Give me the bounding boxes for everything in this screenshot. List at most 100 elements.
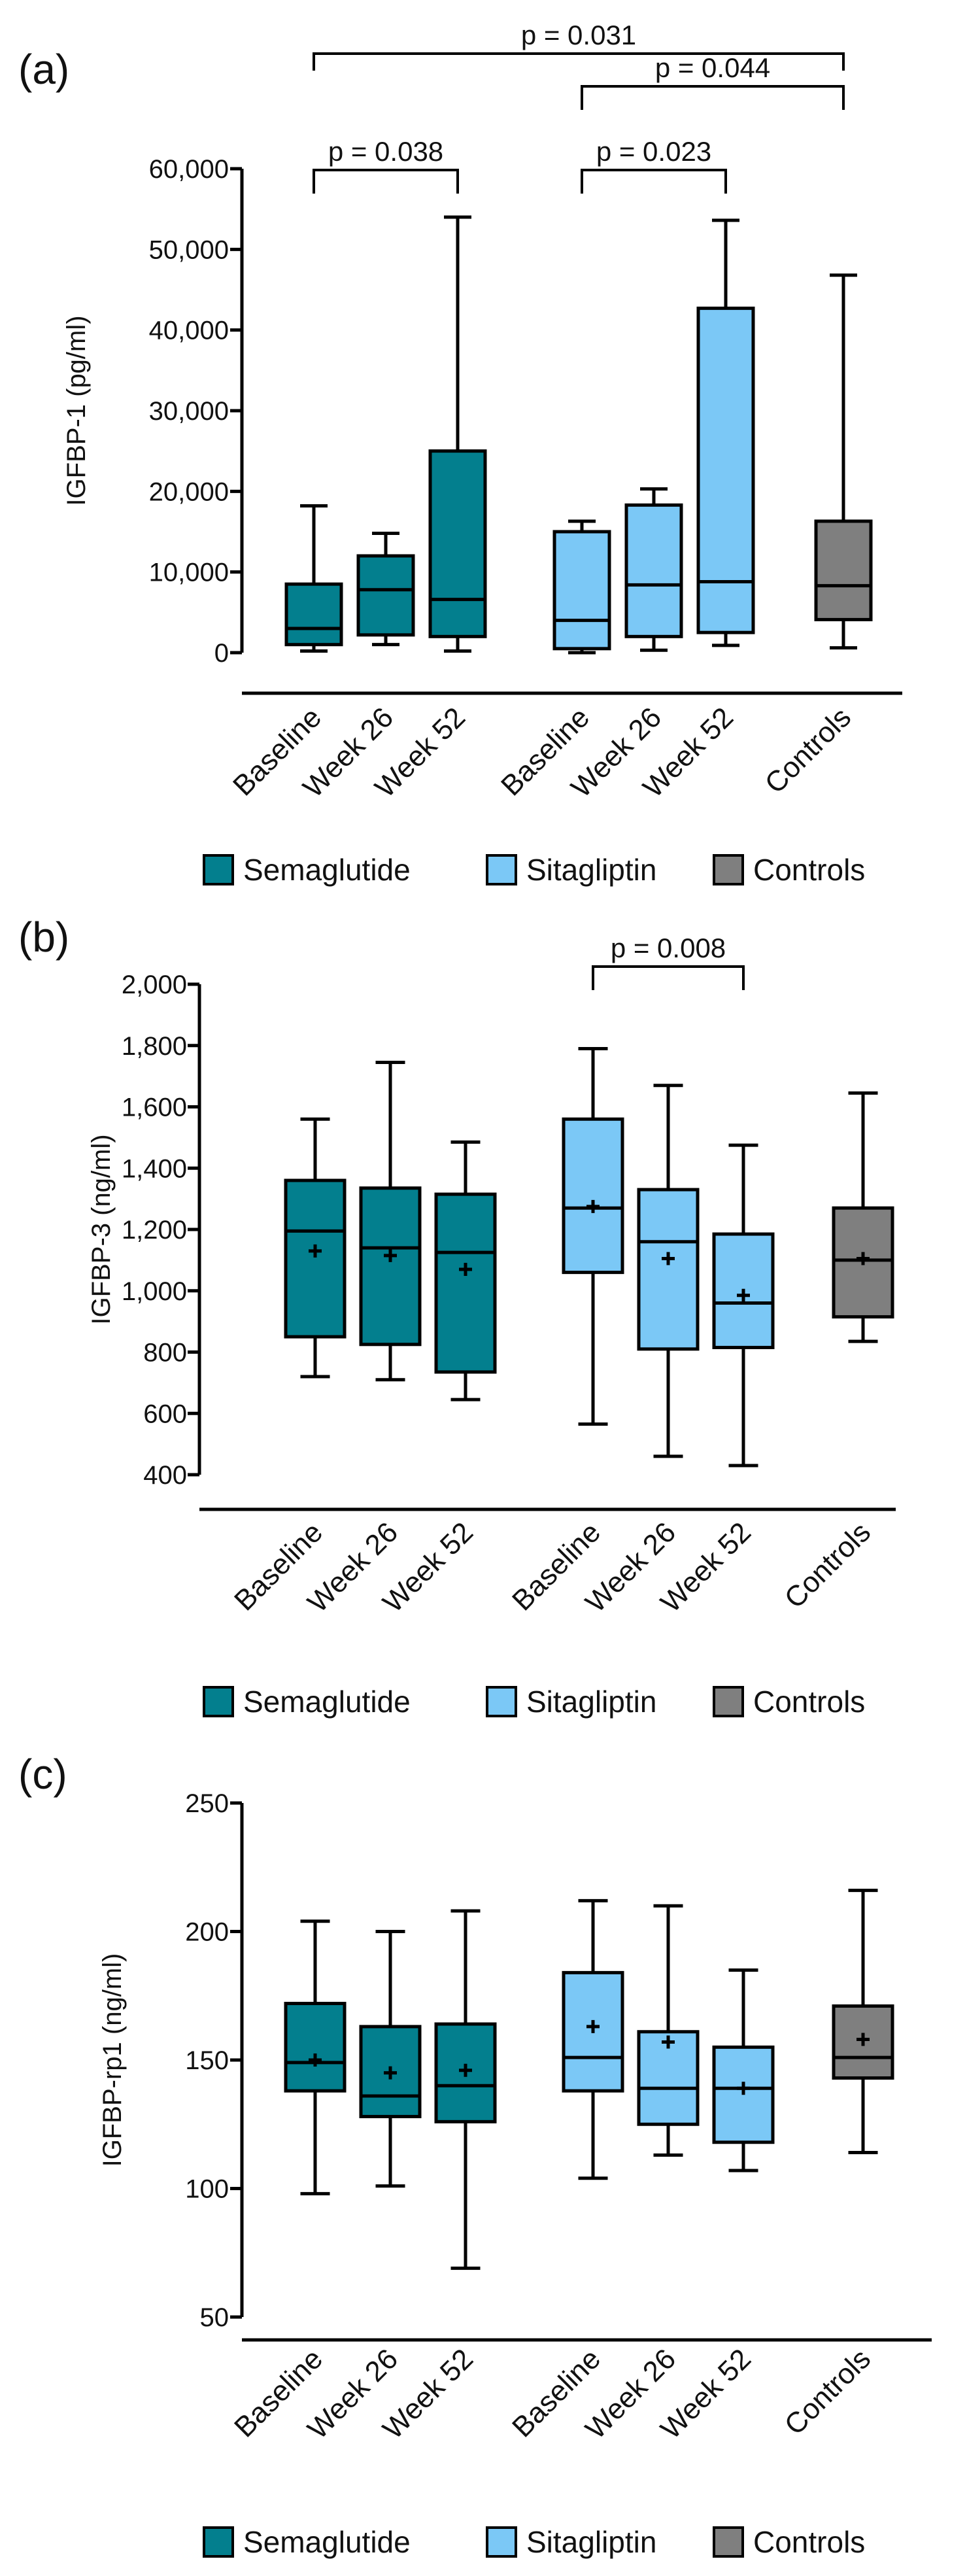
legend-swatch-sitagliptin: [486, 854, 517, 885]
mean-marker: [384, 2066, 397, 2080]
y-tick-label: 60,000: [149, 155, 229, 184]
bracket-line: [313, 52, 845, 71]
box-3: [434, 1140, 497, 1401]
y-tick-label: 600: [143, 1400, 187, 1428]
box-5: [637, 1084, 700, 1458]
box-1: [284, 1117, 347, 1379]
y-tick-label: 30,000: [149, 397, 229, 426]
box-3: [434, 1909, 497, 2270]
box-iqr: [832, 1206, 894, 1319]
box-iqr: [284, 1178, 347, 1339]
p-value-label: p = 0.038: [328, 136, 443, 167]
y-tick-label: 250: [185, 1789, 229, 1818]
box-2: [359, 1061, 422, 1382]
mean-marker: [459, 2063, 472, 2077]
box-iqr: [814, 519, 873, 621]
y-tick-label: 150: [185, 2046, 229, 2075]
legend-label-semaglutide: Semaglutide: [243, 1685, 411, 1719]
box-4: [552, 519, 611, 655]
mean-marker: [662, 2035, 675, 2049]
y-axis-label: IGFBP-1 (pg/ml): [62, 315, 91, 506]
legend-swatch-semaglutide: [203, 1686, 234, 1717]
panel-label: (c): [18, 1751, 67, 1798]
legend-swatch-controls: [713, 2526, 744, 2558]
x-category-label: Controls: [779, 1516, 877, 1615]
box-iqr: [284, 2002, 347, 2093]
y-tick-label: 100: [185, 2175, 229, 2204]
box-6: [712, 1143, 775, 1468]
box-iqr: [696, 306, 755, 634]
y-tick-label: 200: [185, 1918, 229, 1947]
mean-marker: [384, 1248, 397, 1262]
p-value-label: p = 0.023: [596, 136, 711, 167]
legend-swatch-semaglutide: [203, 2526, 234, 2558]
box-7: [832, 1091, 894, 1343]
box-5: [624, 487, 683, 652]
legend-swatch-controls: [713, 1686, 744, 1717]
y-tick-label: 10,000: [149, 558, 229, 587]
legend-label-sitagliptin: Sitagliptin: [526, 2525, 656, 2559]
bracket-line: [581, 85, 845, 110]
box-7: [832, 1889, 894, 2154]
comparison-bracket: p = 0.008: [592, 933, 745, 990]
box-1: [284, 504, 343, 653]
legend-swatch-sitagliptin: [486, 1686, 517, 1717]
legend: Semaglutide Sitagliptin Controls: [203, 2525, 865, 2559]
bracket-line: [581, 169, 727, 194]
box-2: [356, 531, 415, 647]
mean-marker: [857, 2033, 870, 2046]
y-tick-label: 2,000: [122, 970, 187, 999]
y-tick-label: 50,000: [149, 235, 229, 264]
y-tick-label: 50: [200, 2303, 229, 2332]
mean-marker: [309, 1244, 322, 1258]
y-tick-label: 40,000: [149, 317, 229, 345]
box-iqr: [356, 554, 415, 637]
comparison-bracket: p = 0.031: [313, 20, 845, 71]
mean-marker: [459, 1262, 472, 1276]
box-4: [562, 1046, 624, 1426]
y-tick-label: 1,800: [122, 1032, 187, 1061]
box-iqr: [624, 503, 683, 638]
box-6: [696, 218, 755, 647]
legend-label-controls: Controls: [753, 853, 865, 887]
box-iqr: [284, 582, 343, 647]
mean-marker: [586, 1199, 600, 1213]
legend-swatch-sitagliptin: [486, 2526, 517, 2558]
mean-marker: [309, 2053, 322, 2067]
y-tick-label: 400: [143, 1461, 187, 1490]
legend-label-sitagliptin: Sitagliptin: [526, 853, 656, 887]
comparison-bracket: p = 0.023: [581, 136, 727, 194]
legend-label-controls: Controls: [753, 2525, 865, 2559]
x-category-label: Controls: [779, 2343, 877, 2441]
mean-marker: [662, 1252, 675, 1265]
y-tick-label: 20,000: [149, 477, 229, 506]
x-category-label: Controls: [759, 701, 858, 800]
mean-marker: [586, 2019, 600, 2033]
box-iqr: [434, 1192, 497, 1374]
box-4: [562, 1898, 624, 2180]
y-tick-label: 1,400: [122, 1154, 187, 1183]
mean-marker: [737, 1288, 750, 1302]
legend-label-semaglutide: Semaglutide: [243, 2525, 411, 2559]
box-iqr: [637, 1188, 700, 1351]
panel-1: (a) 0 10,000 20,000 30,000 40,000 50,000 60,000…: [18, 20, 902, 887]
panel-label: (a): [18, 46, 69, 93]
box-iqr: [428, 449, 487, 638]
p-value-label: p = 0.044: [655, 52, 770, 83]
box-5: [637, 1904, 700, 2157]
p-value-label: p = 0.031: [521, 20, 636, 50]
legend-swatch-semaglutide: [203, 854, 234, 885]
bracket-line: [592, 965, 745, 990]
box-2: [359, 1930, 422, 2188]
box-7: [814, 273, 873, 650]
box-iqr: [552, 530, 611, 651]
legend-label-controls: Controls: [753, 1685, 865, 1719]
box-6: [712, 1968, 775, 2172]
comparison-bracket: p = 0.038: [313, 136, 459, 194]
legend: Semaglutide Sitagliptin Controls: [203, 1685, 865, 1719]
box-iqr: [562, 1117, 624, 1275]
mean-marker: [737, 2082, 750, 2095]
y-tick-label: 1,000: [122, 1277, 187, 1306]
